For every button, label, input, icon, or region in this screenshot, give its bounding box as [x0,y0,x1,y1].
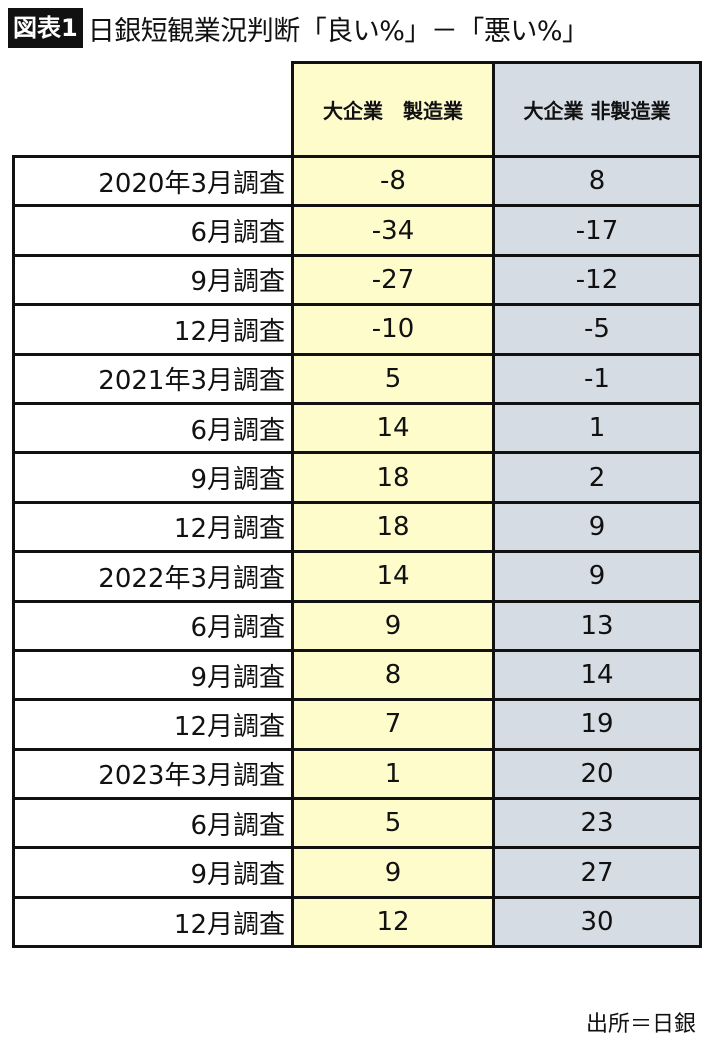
header-nonmanufacturing: 大企業 非製造業 [492,61,702,158]
row-label: 12月調査 [12,500,294,554]
table-row: 2022年3月調査 14 9 [12,550,702,603]
row-label: 12月調査 [12,698,294,751]
header-manufacturing: 大企業 製造業 [291,61,495,158]
cell-manufacturing: 14 [291,550,495,603]
cell-nonmanufacturing: 9 [492,550,702,603]
cell-nonmanufacturing: 30 [492,895,702,949]
cell-nonmanufacturing: 23 [492,797,702,850]
row-label: 2023年3月調査 [12,747,294,801]
cell-manufacturing: 18 [291,451,495,504]
table-row: 6月調査 14 1 [12,401,702,455]
cell-nonmanufacturing: 1 [492,401,702,455]
table-row: 12月調査 12 30 [12,895,702,949]
source-note: 出所＝日銀 [585,1012,696,1037]
table-row: 6月調査 5 23 [12,797,702,850]
table-row: 9月調査 9 27 [12,846,702,899]
cell-nonmanufacturing: -12 [492,253,702,307]
cell-manufacturing: 5 [291,797,495,850]
cell-manufacturing: 1 [291,747,495,801]
table-row: 9月調査 18 2 [12,451,702,504]
cell-manufacturing: 7 [291,698,495,751]
cell-manufacturing: -10 [291,303,495,356]
row-label: 12月調査 [12,303,294,356]
row-label: 6月調査 [12,401,294,455]
cell-nonmanufacturing: 9 [492,500,702,554]
cell-nonmanufacturing: 14 [492,648,702,702]
cell-manufacturing: -8 [291,154,495,208]
table-row: 2020年3月調査 -8 8 [12,154,702,208]
row-label: 9月調査 [12,846,294,899]
table-row: 2023年3月調査 1 20 [12,747,702,801]
table-row: 12月調査 -10 -5 [12,303,702,356]
cell-manufacturing: 14 [291,401,495,455]
cell-nonmanufacturing: 13 [492,599,702,652]
header-corner [13,62,293,158]
table-row: 12月調査 7 19 [12,698,702,751]
cell-nonmanufacturing: -17 [492,204,702,257]
row-label: 12月調査 [12,895,294,949]
table-row: 6月調査 9 13 [12,599,702,652]
table-row: 12月調査 18 9 [12,500,702,554]
data-table: 大企業 製造業 大企業 非製造業 2020年3月調査 -8 8 6月調査 -34 -17 9… [12,61,702,949]
row-label: 6月調査 [12,797,294,850]
cell-manufacturing: -27 [291,253,495,307]
cell-manufacturing: 18 [291,500,495,554]
row-label: 9月調査 [12,451,294,504]
cell-manufacturing: 9 [291,846,495,899]
row-label: 2021年3月調査 [12,352,294,405]
title-text: 日銀短観業況判断「良い%」－「悪い%」 [87,15,589,47]
cell-manufacturing: 9 [291,599,495,652]
row-label: 6月調査 [12,599,294,652]
row-label: 6月調査 [12,204,294,257]
cell-nonmanufacturing: 19 [492,698,702,751]
table-row: 6月調査 -34 -17 [12,204,702,257]
cell-nonmanufacturing: 8 [492,154,702,208]
row-label: 9月調査 [12,648,294,702]
cell-manufacturing: 8 [291,648,495,702]
header-row: 大企業 製造業 大企業 非製造業 [13,61,702,158]
table-row: 9月調査 -27 -12 [12,253,702,307]
cell-nonmanufacturing: -5 [492,303,702,356]
table-row: 2021年3月調査 5 -1 [12,352,702,405]
figure-badge: 図表1 [8,8,83,48]
table-row: 9月調査 8 14 [12,648,702,702]
row-label: 2022年3月調査 [12,550,294,603]
cell-nonmanufacturing: 27 [492,846,702,899]
row-label: 9月調査 [12,253,294,307]
cell-nonmanufacturing: 2 [492,451,702,504]
row-label: 2020年3月調査 [12,154,294,208]
cell-manufacturing: 12 [291,895,495,949]
cell-manufacturing: 5 [291,352,495,405]
cell-nonmanufacturing: 20 [492,747,702,801]
chart-title: 図表1 日銀短観業況判断「良い%」－「悪い%」 [8,6,589,50]
cell-nonmanufacturing: -1 [492,352,702,405]
cell-manufacturing: -34 [291,204,495,257]
